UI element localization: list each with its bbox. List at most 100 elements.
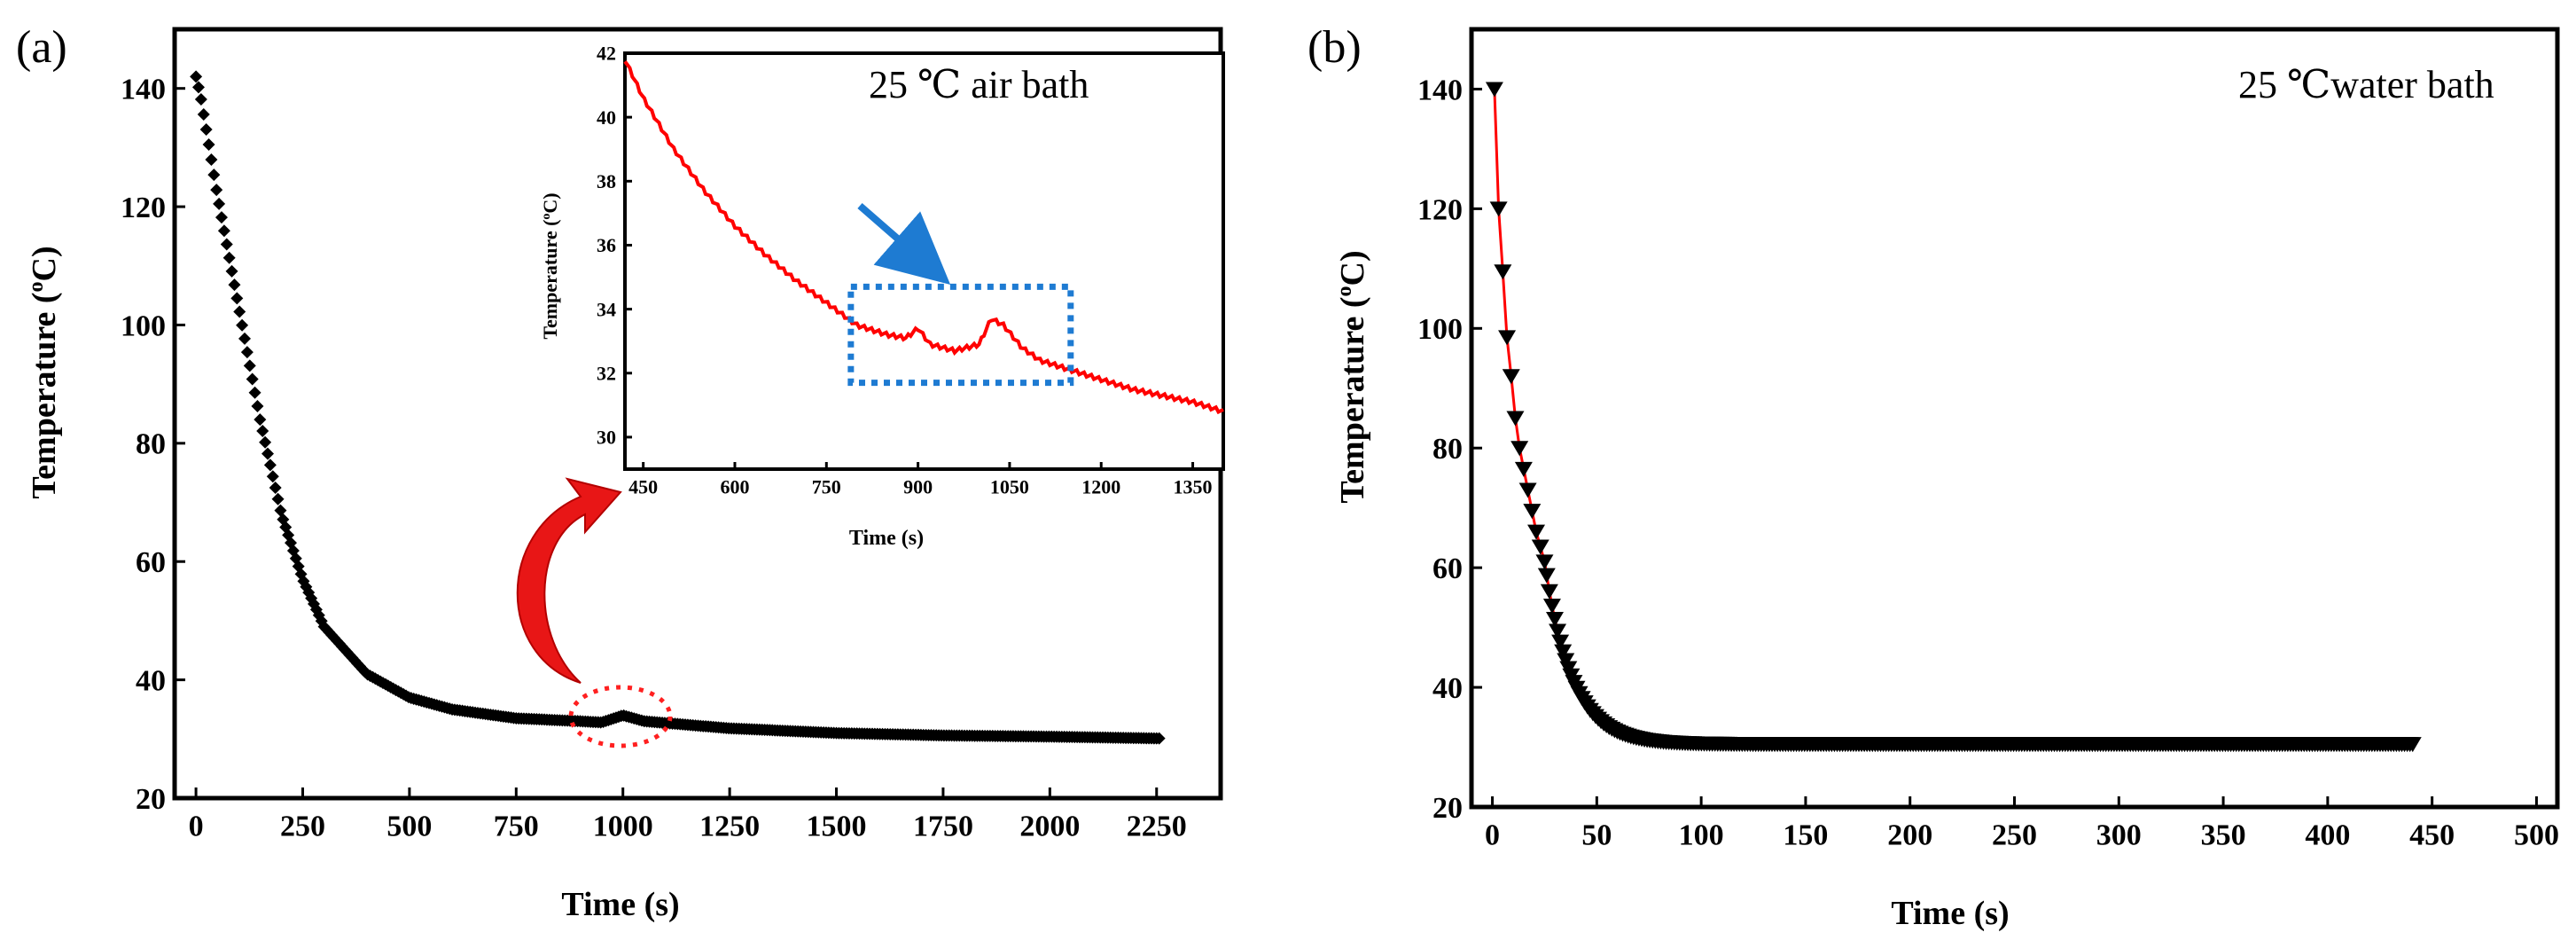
- panel-a-data-point: [238, 332, 251, 345]
- panel-a-data-point: [215, 211, 228, 224]
- panel-a-data-point: [220, 238, 233, 251]
- panel-b-y-tick-label: 40: [1432, 672, 1463, 705]
- panel-b-x-axis: 0 50 100 150 200 250 300 350 400 450 500: [1485, 796, 2559, 852]
- panel-a-y-tick-label: 60: [136, 546, 166, 579]
- panel-b-data-point: [1502, 369, 1520, 385]
- panel-b-data-point: [1551, 634, 1570, 650]
- panel-a-data-point: [256, 424, 269, 437]
- panel-b-data-point: [1527, 524, 1546, 540]
- inset-y-tick-label: 30: [597, 427, 616, 449]
- panel-a-data-point: [190, 70, 203, 83]
- panel-b-data-point: [1485, 82, 1503, 98]
- panel-a-x-axis: 0 250 500 750 1000 1250 1500 1750 2000 2250: [189, 787, 1187, 843]
- panel-b-data-point: [1510, 441, 1529, 457]
- panel-a-data-point: [248, 386, 262, 399]
- panel-b-data-point: [1549, 623, 1567, 639]
- panel-a-data-point: [230, 292, 244, 305]
- inset-y-tick-label: 38: [597, 170, 616, 192]
- panel-a: (a) 20 40 60 80 100 120 140 0 250 500 750 1000 1250…: [16, 22, 1225, 923]
- panel-b-data-point: [1554, 644, 1573, 660]
- panel-b-x-tick-label: 250: [1992, 819, 2037, 852]
- panel-a-label: (a): [16, 22, 67, 73]
- inset-y-tick-label: 36: [597, 234, 616, 256]
- panel-a-xlabel: Time (s): [561, 886, 679, 923]
- panel-a-x-tick-label: 2250: [1127, 811, 1187, 843]
- panel-b-y-tick-label: 100: [1417, 313, 1463, 346]
- panel-b-data-point: [1545, 612, 1564, 628]
- panel-b-x-tick-label: 450: [2409, 819, 2455, 852]
- panel-b-x-tick-label: 100: [1679, 819, 1724, 852]
- panel-b-data-point: [1535, 554, 1554, 570]
- panel-a-data-point: [191, 81, 205, 94]
- panel-a-data-point: [225, 264, 238, 278]
- panel-b-frame: [1469, 27, 2560, 810]
- panel-a-x-tick-label: 250: [280, 811, 325, 843]
- panel-b-data-line: [1493, 89, 2413, 746]
- inset-data-line: [623, 60, 1224, 415]
- panel-b-x-tick-label: 300: [2096, 819, 2142, 852]
- inset-x-tick-label: 450: [628, 476, 658, 498]
- panel-a-series: [190, 70, 1166, 745]
- panel-a-y-tick-label: 20: [136, 783, 166, 816]
- panel-a-data-point: [194, 93, 207, 106]
- panel-b-x-tick-label: 0: [1485, 819, 1500, 852]
- panel-a-data-point: [197, 108, 210, 121]
- inset-y-tick-label: 40: [597, 106, 616, 129]
- panel-b-data-point: [1557, 653, 1575, 669]
- panel-b-x-tick-label: 150: [1783, 819, 1828, 852]
- panel-a-data-point: [217, 224, 230, 238]
- inset-highlight-box: [847, 283, 1074, 387]
- panel-b-data-point: [1542, 599, 1561, 615]
- panel-a-x-tick-label: 2000: [1019, 811, 1080, 843]
- panel-a-data-point: [254, 413, 267, 427]
- panel-a-ylabel: Temperature (oC): [25, 246, 63, 498]
- panel-b-data-point: [1489, 201, 1508, 217]
- panel-b-ylabel: Temperature (oC): [1333, 250, 1371, 503]
- inset-arrow: [857, 202, 951, 286]
- panel-a-data-point: [251, 399, 264, 412]
- curved-arrow: [516, 477, 622, 684]
- panel-a-y-tick-label: 140: [121, 74, 166, 106]
- inset-x-tick-label: 1050: [990, 476, 1029, 498]
- panel-b-data-point: [1494, 264, 1512, 280]
- panel-b-y-tick-label: 20: [1432, 792, 1463, 825]
- panel-a-x-tick-label: 500: [386, 811, 432, 843]
- panel-b-data-point: [1514, 461, 1533, 477]
- panel-a-data-point: [271, 492, 285, 505]
- panel-b-x-tick-label: 350: [2201, 819, 2246, 852]
- panel-b-xlabel: Time (s): [1891, 895, 2009, 932]
- panel-b: (b) 20 40 60 80 100 120 140 0 50 100 150 200 250 300…: [1308, 22, 2560, 932]
- inset-title: 25 ℃ air bath: [869, 63, 1089, 106]
- panel-a-y-axis: 20 40 60 80 100 120 140: [121, 74, 185, 816]
- panel-a-data-point: [263, 458, 277, 472]
- panel-b-y-axis: 20 40 60 80 100 120 140: [1417, 74, 1482, 825]
- panel-a-y-tick-label: 40: [136, 665, 166, 698]
- panel-b-x-tick-label: 50: [1581, 819, 1612, 852]
- panel-b-data-point: [1523, 504, 1542, 520]
- inset-xlabel: Time (s): [849, 527, 924, 550]
- panel-a-data-point: [246, 372, 259, 386]
- panel-b-title: 25 ℃water bath: [2238, 63, 2494, 106]
- inset-x-axis: 450 600 750 900 1050 1200 1350: [628, 462, 1213, 498]
- panel-a-data-point: [213, 197, 226, 210]
- panel-b-data-point: [1531, 539, 1550, 555]
- panel-a-data-point: [207, 168, 221, 182]
- panel-a-data-point: [228, 278, 241, 292]
- panel-a-x-tick-label: 1750: [913, 811, 973, 843]
- panel-a-data-point: [205, 153, 218, 167]
- panel-b-x-tick-label: 400: [2305, 819, 2350, 852]
- panel-a-data-point: [269, 481, 282, 494]
- panel-b-data-point: [2403, 737, 2422, 753]
- panel-b-y-tick-label: 140: [1417, 74, 1463, 106]
- panel-a-y-tick-label: 80: [136, 428, 166, 461]
- panel-b-data-point: [1506, 411, 1525, 427]
- inset-series: [623, 60, 1224, 415]
- panel-a-y-tick-label: 100: [121, 309, 166, 342]
- panel-a-data-point: [240, 346, 254, 359]
- panel-a-x-tick-label: 0: [189, 811, 204, 843]
- panel-a-data-point: [202, 138, 215, 152]
- panel-a-data-point: [261, 447, 274, 460]
- inset-y-tick-label: 32: [597, 362, 616, 384]
- panel-b-y-tick-label: 120: [1417, 193, 1463, 226]
